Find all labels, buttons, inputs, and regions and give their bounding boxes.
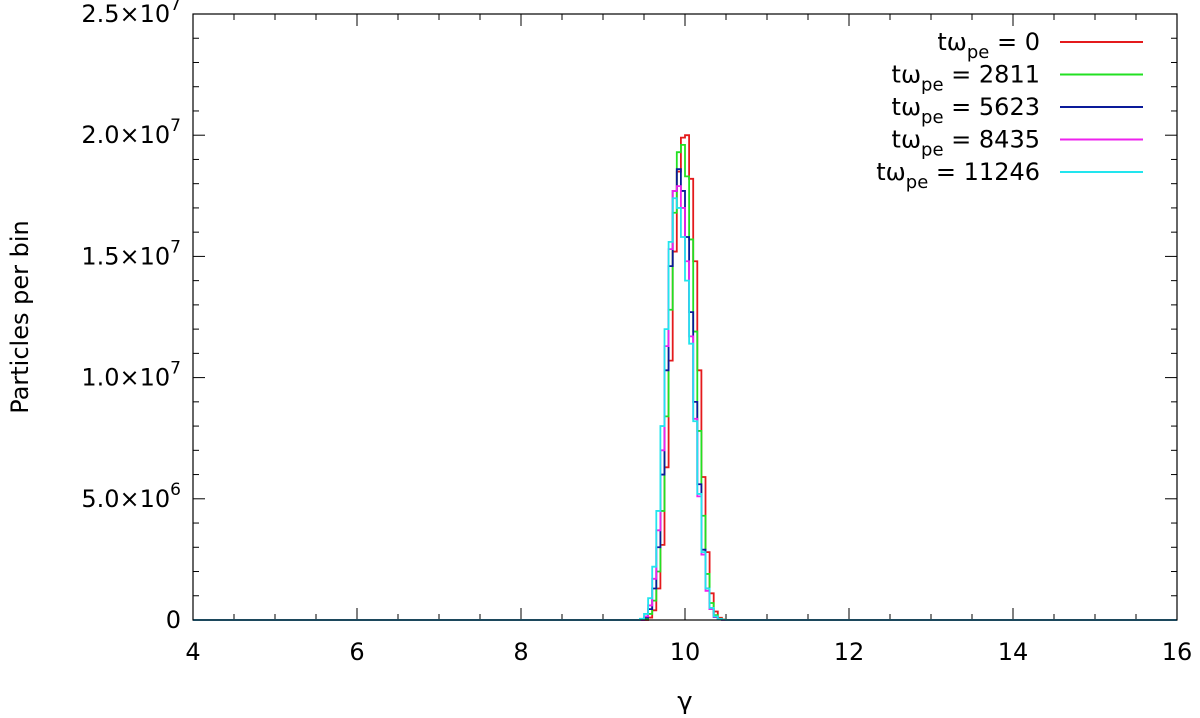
x-tick-label: 8: [513, 638, 528, 666]
y-tick-label: 5.0×106: [81, 480, 181, 513]
series-group: [193, 134, 1177, 621]
legend-label: tωpe = 5623: [892, 93, 1040, 128]
legend-label: tωpe = 0: [937, 28, 1040, 63]
x-tick-label: 14: [998, 638, 1029, 666]
x-tick-labels: 4 6 8 10 12 14 16: [185, 638, 1192, 666]
x-tick-label: 10: [670, 638, 701, 666]
y-tick-label: 2.0×107: [81, 116, 181, 149]
legend-label: tωpe = 2811: [892, 61, 1040, 96]
y-tick-label: 2.5×107: [81, 0, 181, 28]
y-tick-label: 0: [166, 606, 181, 634]
legend-label: tωpe = 8435: [892, 126, 1040, 161]
series-line-5: [193, 197, 1177, 621]
y-tick-labels: 0 5.0×106 1.0×107 1.5×107 2.0×107 2.5×107: [81, 0, 181, 634]
x-tick-label: 12: [834, 638, 865, 666]
y-tick-label: 1.0×107: [81, 359, 181, 392]
x-tick-label: 4: [185, 638, 200, 666]
y-axis-label: Particles per bin: [6, 220, 34, 413]
x-tick-label: 16: [1162, 638, 1193, 666]
x-tick-label: 6: [349, 638, 364, 666]
legend-label: tωpe = 11246: [876, 158, 1040, 193]
x-axis-label: γ: [677, 687, 692, 714]
plot-frame: [192, 13, 1178, 621]
y-tick-label: 1.5×107: [81, 237, 181, 270]
